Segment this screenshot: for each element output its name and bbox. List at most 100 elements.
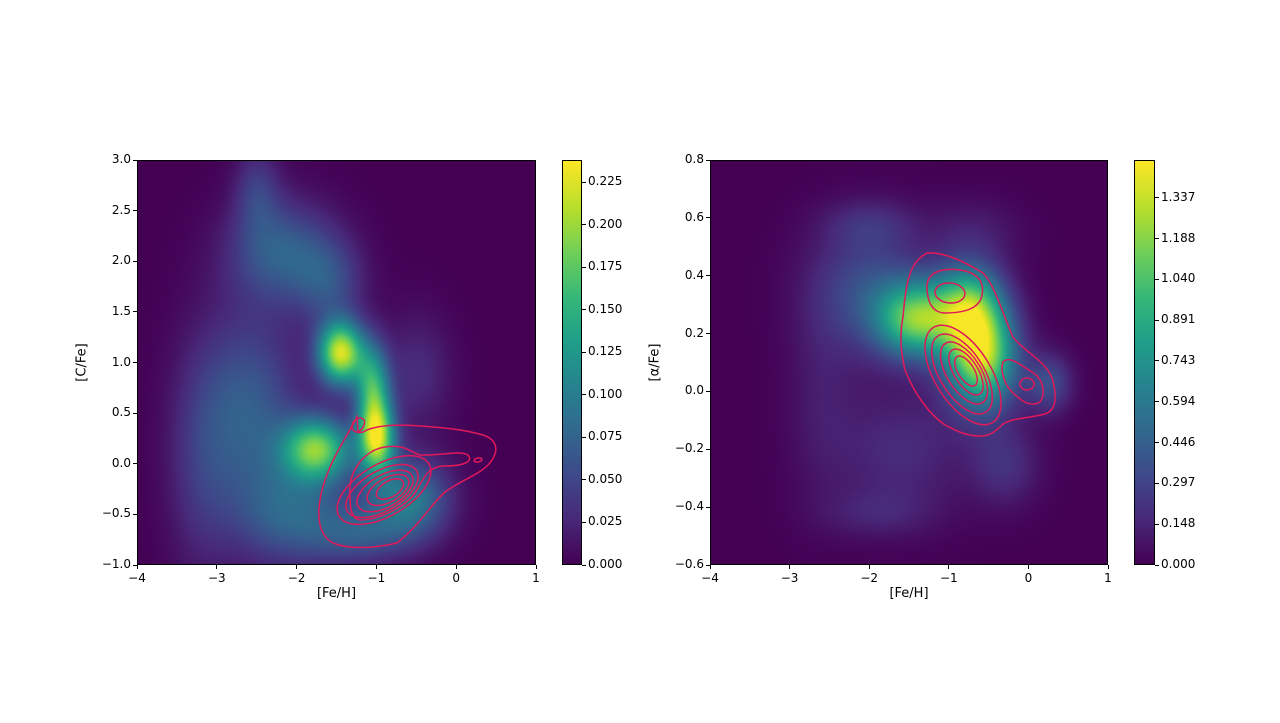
colorbar-tick-label: 0.175 <box>588 259 623 274</box>
x-tick-label: −3 <box>207 571 226 585</box>
colorbar-tick-mark <box>1155 401 1159 403</box>
density-heatmap <box>137 160 536 565</box>
colorbar <box>562 160 582 565</box>
contour-line <box>1019 377 1035 391</box>
y-tick-label: −1.0 <box>101 557 131 571</box>
colorbar-tick-label: 0.025 <box>588 514 623 529</box>
y-tick-mark <box>133 159 137 161</box>
colorbar-tick-mark <box>582 521 586 523</box>
colorbar-tick-label: 0.075 <box>588 429 623 444</box>
y-tick-mark <box>133 564 137 566</box>
contour-line <box>900 252 1056 437</box>
colorbar-tick-label: 1.337 <box>1161 189 1196 204</box>
colorbar-tick-label: 0.743 <box>1161 352 1196 367</box>
colorbar-tick-label: 0.225 <box>588 174 623 189</box>
colorbar-tick-label: 1.040 <box>1161 271 1196 286</box>
x-tick-mark <box>375 565 377 569</box>
colorbar-tick-mark <box>582 479 586 481</box>
y-tick-mark <box>133 412 137 414</box>
colorbar-tick-mark <box>1155 319 1159 321</box>
x-tick-mark <box>535 565 537 569</box>
y-tick-label: 0.0 <box>684 383 704 398</box>
x-tick-mark <box>789 565 791 569</box>
y-tick-label: −0.2 <box>674 441 704 456</box>
colorbar-tick-mark <box>582 181 586 183</box>
colorbar-tick-mark <box>1155 360 1159 362</box>
x-tick-mark <box>709 565 711 569</box>
x-tick-label: −2 <box>287 571 306 585</box>
contour-line <box>953 355 979 387</box>
y-tick-label: −0.6 <box>674 557 704 571</box>
y-tick-label: 0.8 <box>684 152 704 166</box>
colorbar-tick-mark <box>582 394 586 396</box>
y-tick-label: 0.4 <box>684 267 704 282</box>
y-tick-label: 3.0 <box>111 152 131 166</box>
contour-line <box>924 324 1002 426</box>
colorbar-tick-mark <box>582 309 586 311</box>
y-tick-mark <box>133 210 137 212</box>
y-axis-label: [α/Fe] <box>647 343 663 381</box>
y-tick-label: −0.4 <box>674 499 704 514</box>
x-tick-mark <box>455 565 457 569</box>
y-tick-mark <box>706 217 710 219</box>
x-tick-label: −4 <box>128 571 146 585</box>
colorbar-tick-label: 0.594 <box>1161 393 1196 408</box>
y-tick-mark <box>133 513 137 515</box>
x-tick-mark <box>136 565 138 569</box>
x-tick-label: −3 <box>780 571 799 585</box>
contour-line <box>948 348 984 396</box>
y-tick-mark <box>133 463 137 465</box>
x-axis-label: [Fe/H] <box>316 586 357 601</box>
colorbar-tick-mark <box>1155 442 1159 444</box>
x-tick-mark <box>948 565 950 569</box>
colorbar-tick-mark <box>582 564 586 566</box>
colorbar-tick-mark <box>1155 278 1159 280</box>
x-tick-mark <box>868 565 870 569</box>
colorbar-tick-label: 0.050 <box>588 471 623 486</box>
y-tick-mark <box>133 362 137 363</box>
colorbar-tick-mark <box>1155 523 1159 525</box>
x-tick-label: −1 <box>939 571 958 585</box>
x-tick-label: 1 <box>1104 571 1112 585</box>
contour-line <box>349 445 471 521</box>
y-tick-label: 0.6 <box>684 209 704 224</box>
colorbar-tick-label: 0.446 <box>1161 434 1196 449</box>
y-tick-label: 1.5 <box>111 303 131 318</box>
x-tick-label: −1 <box>367 571 386 585</box>
contour-line <box>318 414 497 549</box>
colorbar-tick-mark <box>582 224 586 226</box>
colorbar-tick-mark <box>1155 564 1159 566</box>
colorbar-tick-mark <box>1155 482 1159 484</box>
x-tick-mark <box>1107 565 1109 569</box>
contour-line <box>930 333 994 415</box>
x-tick-label: 0 <box>1024 571 1033 585</box>
y-tick-label: 1.0 <box>111 354 131 369</box>
colorbar-tick-label: 0.000 <box>1161 557 1196 571</box>
x-axis-label: [Fe/H] <box>889 586 929 601</box>
colorbar-tick-mark <box>582 351 586 353</box>
x-tick-label: 1 <box>532 571 540 585</box>
contour-line <box>356 469 414 513</box>
colorbar-tick-label: 0.000 <box>588 557 623 571</box>
y-tick-mark <box>706 159 710 161</box>
contour-line <box>473 457 483 463</box>
y-tick-label: 2.5 <box>111 202 131 217</box>
y-tick-mark <box>706 506 710 508</box>
y-tick-mark <box>706 275 710 277</box>
y-tick-label: 0.2 <box>684 325 704 340</box>
y-tick-mark <box>706 564 710 566</box>
colorbar-tick-label: 0.297 <box>1161 475 1196 490</box>
colorbar <box>1134 160 1155 565</box>
y-tick-label: 0.5 <box>111 405 131 420</box>
y-tick-mark <box>706 448 710 450</box>
contour-line <box>375 478 405 500</box>
contour-line <box>1001 358 1044 405</box>
contour-line <box>345 463 419 519</box>
contour-line <box>336 454 432 526</box>
colorbar-tick-mark <box>1155 238 1159 240</box>
contour-line <box>366 473 410 507</box>
colorbar-tick-label: 0.148 <box>1161 516 1196 531</box>
x-tick-label: −4 <box>701 571 719 585</box>
